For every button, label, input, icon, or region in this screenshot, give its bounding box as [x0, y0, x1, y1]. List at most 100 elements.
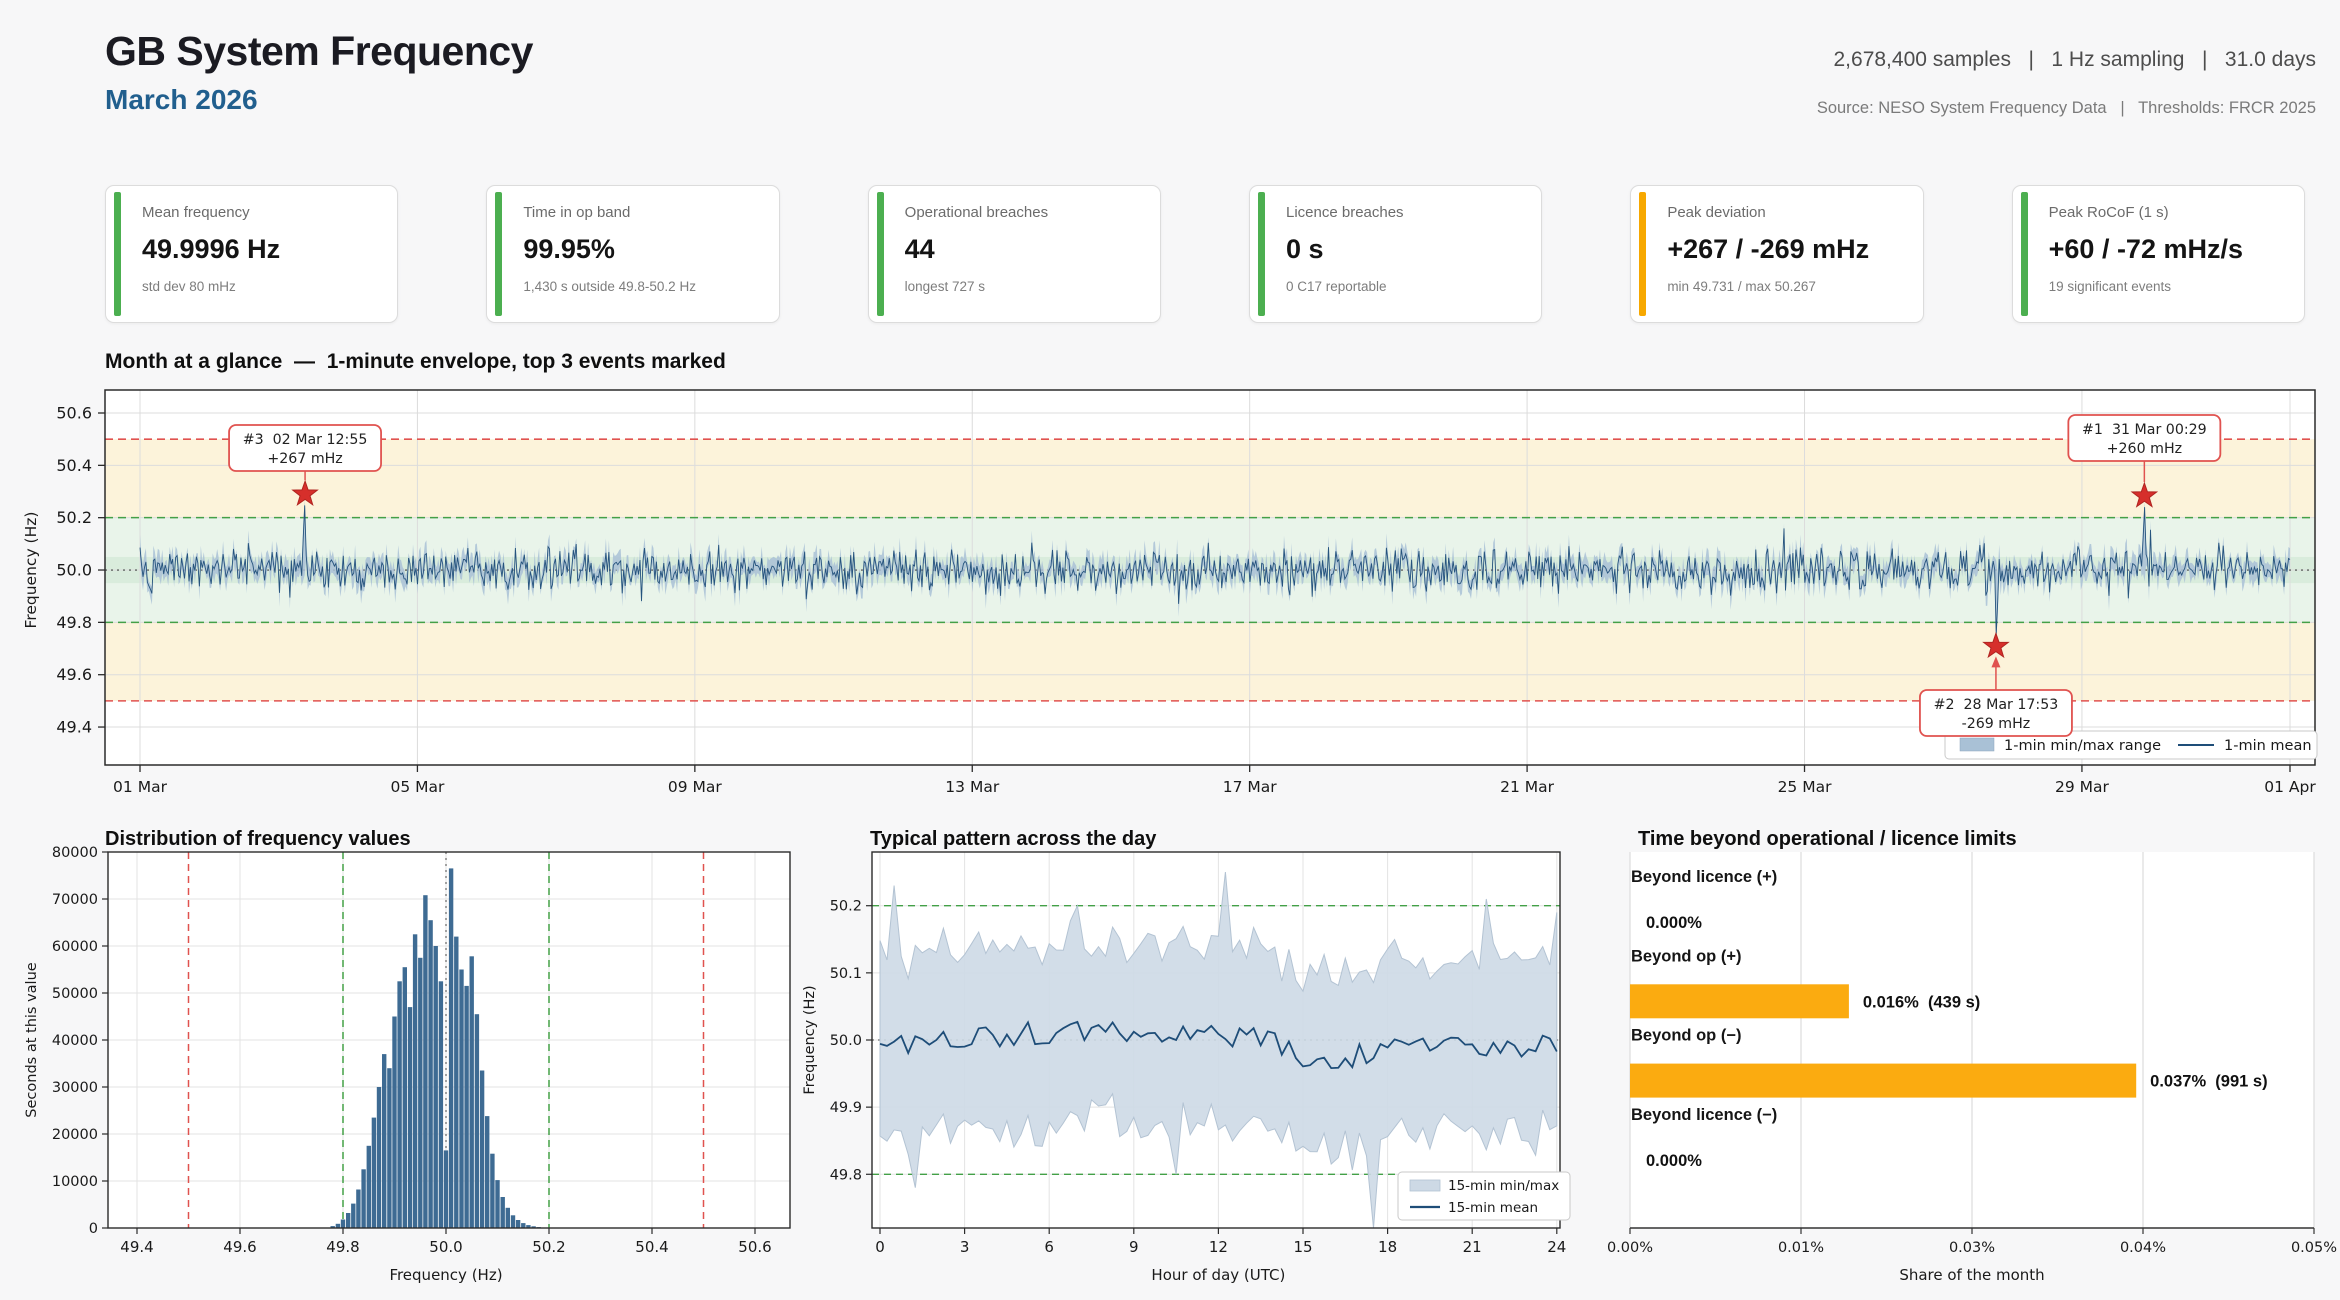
legend-label: 1-min mean [2224, 738, 2312, 754]
x-tick-label: 13 Mar [945, 778, 1000, 796]
histogram-bar [521, 1223, 526, 1228]
card-accent-bar [114, 192, 121, 316]
bar-value-label: 0.037% (991 s) [2150, 1073, 2267, 1091]
histogram-bar [515, 1220, 521, 1228]
histogram-bar [402, 967, 407, 1228]
y-axis-label: Frequency (Hz) [802, 985, 818, 1094]
legend-band-swatch [1409, 1179, 1441, 1192]
stat-card-peak-rocof: Peak RoCoF (1 s) +60 / -72 mHz/s 19 sign… [2011, 185, 2305, 323]
event-annotation: #2 28 Mar 17:53 -269 mHz [1919, 631, 2073, 737]
x-tick-label: 17 Mar [1223, 778, 1278, 796]
bar-value-label: 0.016% (439 s) [1863, 993, 1980, 1011]
y-tick-label: 60000 [52, 939, 98, 955]
y-tick-label: 30000 [52, 1080, 98, 1096]
histogram-bar [495, 1180, 500, 1228]
y-tick-label: 50.4 [56, 456, 92, 475]
bar-category-label: Beyond licence (+) [1631, 868, 1777, 886]
card-accent-bar [495, 192, 503, 316]
bar-category-label: Beyond op (+) [1631, 947, 1741, 965]
legend-label: 15-min mean [1448, 1200, 1538, 1216]
card-accent-bar [1639, 192, 1647, 316]
card-subtext: longest 727 s [904, 279, 985, 294]
x-tick-label: 3 [960, 1238, 970, 1256]
x-tick-label: 0.05% [2291, 1240, 2337, 1256]
event-annotation: #3 02 Mar 12:55 +267 mHz [228, 424, 382, 506]
x-tick-label: 50.4 [635, 1238, 668, 1256]
plot-border [104, 389, 2316, 766]
gridlines [1629, 852, 2315, 1228]
stat-card-mean-frequency: Mean frequency 49.9996 Hz std dev 80 mHz [105, 185, 399, 323]
x-tick-label: 0.03% [1949, 1240, 1995, 1256]
card-value: 0 s [1285, 234, 1324, 264]
bar-category-label: Beyond op (−) [1631, 1027, 1741, 1045]
y-tick-label: 20000 [52, 1127, 98, 1143]
x-tick-label: 24 [1547, 1238, 1566, 1256]
y-tick-label: 49.8 [830, 1167, 862, 1183]
histogram-bar [397, 981, 402, 1229]
histogram-bar [356, 1189, 361, 1228]
histogram-bar [485, 1116, 490, 1228]
y-tick-label: 70000 [52, 892, 98, 908]
histogram-bar [469, 956, 474, 1228]
stat-card-peak-deviation: Peak deviation +267 / -269 mHz min 49.73… [1630, 185, 1924, 323]
limits-bar-chart-title: Time beyond operational / licence limits [1638, 828, 2017, 850]
y-tick-label: 50.6 [56, 404, 92, 423]
card-value: 44 [904, 234, 935, 264]
x-tick-label: 01 Apr [2264, 778, 2316, 796]
histogram-bar [371, 1117, 377, 1228]
minmax-envelope [879, 872, 1558, 1228]
axes: 0.00% 0.01% 0.03% 0.04% 0.05% [1607, 1228, 2337, 1256]
event-star-marker [2130, 481, 2159, 508]
histogram-bar [418, 957, 423, 1229]
x-tick-label: 0.04% [2120, 1240, 2166, 1256]
card-accent-bar [1257, 192, 1265, 316]
chart-shape [1397, 1171, 1571, 1221]
y-tick-label: 80000 [52, 845, 98, 861]
histogram-bar [500, 1197, 505, 1228]
limit-share-bar [1630, 984, 1849, 1019]
histogram-bar [361, 1169, 366, 1229]
lower-warning-band [105, 622, 2315, 701]
limits-bar-chart: Beyond licence (+) 0.000% Beyond op (+) 0.0… [1607, 852, 2337, 1284]
stat-card-row: Mean frequency 49.9996 Hz std dev 80 mHz… [105, 185, 2305, 323]
y-tick-label: 40000 [52, 1033, 98, 1049]
legend: 15-min min/max 15-min mean [1397, 1171, 1571, 1221]
legend: 1-min min/max range 1-min mean [1944, 730, 2318, 760]
y-tick-label: 50.2 [830, 899, 862, 915]
y-tick-label: 50.0 [830, 1033, 862, 1049]
x-tick-label: 6 [1044, 1238, 1054, 1256]
histogram-bar [387, 1068, 392, 1228]
x-tick-label: 25 Mar [1778, 778, 1833, 796]
daily-pattern-title: Typical pattern across the day [870, 828, 1157, 850]
axes: 50.2 50.1 50.0 49.9 49.8 0 3 6 9 12 15 18 21 24 [830, 899, 1567, 1256]
y-tick-label: 49.6 [56, 665, 92, 684]
card-accent-bar [2020, 192, 2028, 316]
x-tick-label: 49.4 [120, 1238, 153, 1256]
histogram-bar [351, 1203, 356, 1228]
card-subtext: std dev 80 mHz [142, 279, 236, 294]
y-tick-label: 50.1 [830, 966, 862, 982]
y-tick-label: 49.4 [56, 718, 92, 737]
card-value: 49.9996 Hz [142, 234, 281, 264]
event-delta-label: -269 mHz [1962, 716, 2031, 732]
x-tick-label: 18 [1378, 1238, 1397, 1256]
histogram-bar [340, 1219, 346, 1228]
histogram-bar [392, 1016, 397, 1228]
y-axis-label: Seconds at this value [24, 962, 40, 1117]
histogram-bar [464, 985, 469, 1228]
histogram-bar [459, 969, 464, 1228]
x-tick-label: 21 [1463, 1238, 1482, 1256]
x-tick-label: 9 [1129, 1238, 1139, 1256]
histogram-bar [376, 1087, 382, 1228]
histogram-bars [330, 868, 546, 1229]
card-subtext: 0 C17 reportable [1285, 279, 1387, 294]
event-star-marker [291, 479, 319, 506]
x-tick-label: 50.0 [429, 1238, 462, 1256]
histogram-bar [423, 895, 428, 1228]
page-title: GB System Frequency [105, 28, 534, 74]
x-tick-label: 0.01% [1778, 1240, 1824, 1256]
y-tick-label: 10000 [52, 1174, 98, 1190]
histogram-bar [346, 1213, 351, 1228]
event-time-label: #2 28 Mar 17:53 [1934, 697, 2059, 713]
